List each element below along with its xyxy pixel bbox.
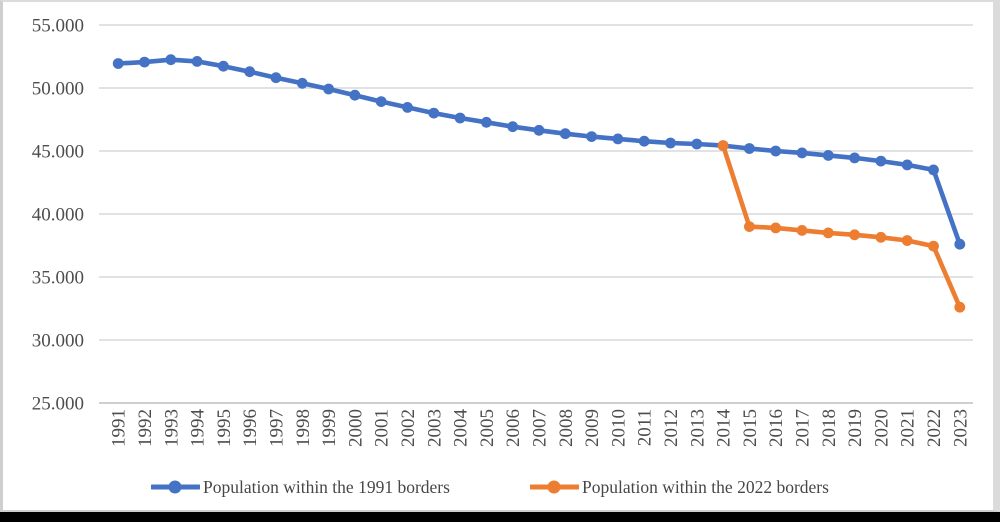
svg-text:2017: 2017 xyxy=(793,409,814,447)
svg-text:1994: 1994 xyxy=(188,409,209,448)
svg-text:2003: 2003 xyxy=(424,409,445,447)
svg-text:1996: 1996 xyxy=(240,409,261,447)
legend-label-2022-borders: Population within the 2022 borders xyxy=(582,476,829,497)
svg-text:2018: 2018 xyxy=(819,409,840,447)
svg-text:2011: 2011 xyxy=(635,409,656,446)
svg-text:2010: 2010 xyxy=(608,409,629,447)
svg-text:2013: 2013 xyxy=(687,409,708,447)
svg-text:1997: 1997 xyxy=(266,409,287,447)
svg-text:2019: 2019 xyxy=(845,409,866,447)
svg-text:2005: 2005 xyxy=(477,409,498,447)
svg-text:30.000: 30.000 xyxy=(32,331,84,352)
svg-text:25.000: 25.000 xyxy=(32,394,84,415)
svg-text:1993: 1993 xyxy=(161,409,182,447)
svg-text:35.000: 35.000 xyxy=(32,268,84,289)
svg-text:55.000: 55.000 xyxy=(32,16,84,37)
svg-text:2022: 2022 xyxy=(924,409,945,447)
svg-text:1995: 1995 xyxy=(214,409,235,447)
svg-text:2002: 2002 xyxy=(398,409,419,447)
svg-text:2014: 2014 xyxy=(714,409,735,448)
svg-text:45.000: 45.000 xyxy=(32,142,84,163)
legend-item-2022-borders: Population within the 2022 borders xyxy=(530,476,829,498)
svg-text:1999: 1999 xyxy=(319,409,340,447)
svg-text:40.000: 40.000 xyxy=(32,205,84,226)
legend-marker-line-dot-icon xyxy=(530,480,579,494)
svg-text:1991: 1991 xyxy=(109,409,130,447)
svg-text:2021: 2021 xyxy=(898,409,919,447)
bottom-black-bar xyxy=(0,512,1000,522)
svg-text:2000: 2000 xyxy=(345,409,366,447)
svg-text:2008: 2008 xyxy=(556,409,577,447)
svg-text:2016: 2016 xyxy=(766,409,787,447)
svg-text:2020: 2020 xyxy=(871,409,892,447)
population-line-chart: 55.000 50.000 45.000 40.000 35.000 30.000 25.0… xyxy=(32,16,973,448)
svg-text:50.000: 50.000 xyxy=(32,79,84,100)
svg-text:2012: 2012 xyxy=(661,409,682,447)
svg-text:2023: 2023 xyxy=(950,409,971,447)
svg-text:2001: 2001 xyxy=(372,409,393,447)
svg-text:2009: 2009 xyxy=(582,409,603,447)
svg-text:1992: 1992 xyxy=(135,409,156,447)
svg-text:2007: 2007 xyxy=(530,409,551,447)
legend-marker-line-dot-icon xyxy=(151,480,200,494)
svg-text:2006: 2006 xyxy=(503,409,524,447)
svg-text:2015: 2015 xyxy=(740,409,761,447)
legend-label-1991-borders: Population within the 1991 borders xyxy=(203,476,450,497)
legend-item-1991-borders: Population within the 1991 borders xyxy=(151,476,450,498)
svg-text:2004: 2004 xyxy=(451,409,472,448)
svg-text:1998: 1998 xyxy=(293,409,314,447)
